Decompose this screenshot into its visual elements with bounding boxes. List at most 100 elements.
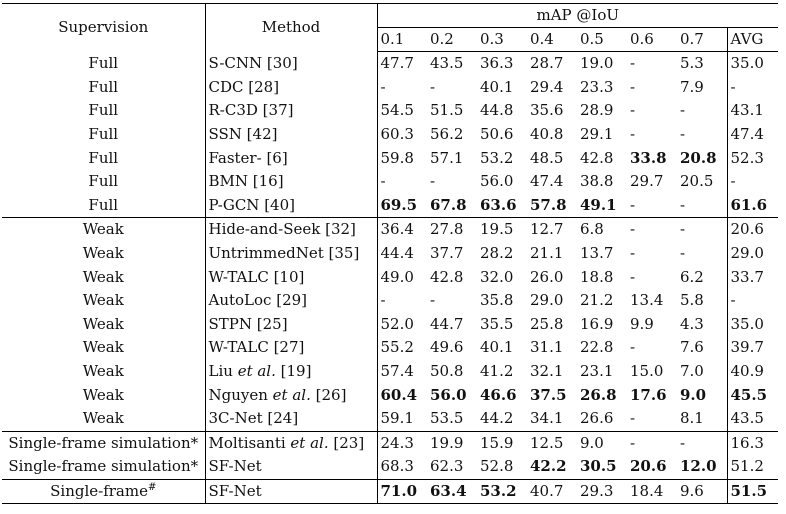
- value-cell: 53.5: [430, 409, 464, 428]
- value-cell: 51.2: [726, 455, 778, 480]
- value-cell: 7.0: [680, 362, 704, 381]
- method-cell: Nguyen et al. [26]: [205, 383, 378, 407]
- value-cell: 9.0: [577, 430, 627, 456]
- value-cell: -: [380, 291, 386, 310]
- value-cell: 17.6: [630, 385, 667, 404]
- supervision-cell: Full: [2, 122, 206, 147]
- value-cell: 19.5: [477, 217, 527, 242]
- value-cell: 51.5: [726, 478, 778, 505]
- value-cell: -: [680, 101, 686, 120]
- value-cell: 49.6: [430, 338, 464, 357]
- method-cell: Liu et al. [19]: [205, 359, 378, 384]
- table-row: Weak UntrimmedNet [35] 44.4 37.7 28.2 21.1 13.…: [2, 241, 778, 266]
- method-cell: SF-Net: [205, 455, 378, 480]
- value-cell: 20.5: [680, 172, 714, 191]
- value-cell: 50.8: [430, 362, 464, 381]
- value-cell: 25.8: [530, 314, 564, 333]
- header-threshold: 0.4: [527, 27, 577, 52]
- table-row: Weak W-TALC [27] 55.2 49.6 40.1 31.1 22.8- 7.6 3…: [2, 336, 778, 360]
- value-cell: -: [627, 430, 677, 456]
- value-cell: 29.7: [630, 172, 664, 191]
- value-cell: 23.3: [580, 77, 614, 96]
- value-cell: 29.1: [580, 125, 614, 144]
- value-cell: 5.3: [680, 54, 704, 73]
- value-cell: 22.8: [580, 338, 614, 357]
- value-cell: 18.4: [627, 478, 677, 505]
- table-row: Full CDC [28] - -40.1 29.4 23.3-7.9-: [2, 75, 778, 100]
- value-cell: 56.2: [430, 125, 464, 144]
- table-row: Single-frame# SF-Net 71.0 63.4 53.2 40.7 29.3 1…: [2, 478, 778, 505]
- value-cell: 42.8: [430, 267, 464, 286]
- value-cell: 35.0: [726, 312, 778, 337]
- value-cell: 59.1: [380, 409, 414, 428]
- value-cell: 43.5: [430, 54, 464, 73]
- table-row: Single-frame simulation* SF-Net 68.3 62.3 52…: [2, 455, 778, 480]
- supervision-cell: Full: [2, 75, 206, 100]
- value-cell: 12.5: [527, 430, 577, 456]
- value-cell: 44.2: [480, 409, 514, 428]
- value-cell: 18.8: [580, 267, 614, 286]
- value-cell: -: [430, 77, 436, 96]
- value-cell: 9.9: [630, 314, 654, 333]
- value-cell: -: [630, 195, 636, 214]
- value-cell: 51.5: [430, 101, 464, 120]
- value-cell: 37.5: [530, 385, 567, 404]
- method-cell: Hide-and-Seek [32]: [205, 217, 378, 242]
- value-cell: -: [630, 54, 636, 73]
- value-cell: 67.8: [430, 195, 467, 214]
- value-cell: 13.7: [580, 244, 614, 263]
- results-body: Full S-CNN [30] 47.7 43.5 36.3 28.7 19.0-5.3 35…: [2, 51, 778, 505]
- value-cell: 35.6: [530, 101, 564, 120]
- header-thresholds-row: 0.1 0.2 0.3 0.4 0.5 0.6 0.7 AVG: [2, 27, 778, 52]
- value-cell: 37.7: [430, 244, 464, 263]
- method-cell: S-CNN [30]: [205, 51, 378, 76]
- value-cell: 69.5: [380, 195, 418, 214]
- value-cell: 57.1: [430, 148, 464, 167]
- value-cell: 57.4: [380, 362, 414, 381]
- table-row: Full S-CNN [30] 47.7 43.5 36.3 28.7 19.0- 5.3 35…: [2, 51, 778, 76]
- header-metric: mAP @IoU: [377, 3, 778, 28]
- method-cell: W-TALC [10]: [205, 265, 378, 289]
- value-cell: -: [380, 172, 386, 191]
- value-cell: 40.7: [527, 478, 577, 505]
- value-cell: -: [630, 101, 636, 120]
- supervision-cell: Weak: [2, 288, 206, 313]
- value-cell: 21.1: [530, 244, 564, 263]
- value-cell: -: [726, 169, 778, 194]
- value-cell: 53.2: [477, 478, 527, 505]
- supervision-cell: Weak: [2, 336, 206, 360]
- method-cell: SF-Net: [205, 478, 378, 505]
- header-threshold: 0.3: [477, 27, 527, 52]
- value-cell: 46.6: [480, 385, 517, 404]
- supervision-cell: Full: [2, 146, 206, 170]
- value-cell: 9.6: [677, 478, 727, 505]
- value-cell: 47.7: [380, 54, 414, 73]
- supervision-cell: Weak: [2, 406, 206, 431]
- table-row: Full SSN [42] 60.3 56.2 50.6 40.8 29.1- -47.4: [2, 122, 778, 147]
- method-cell: UntrimmedNet [35]: [205, 241, 378, 266]
- header-threshold: 0.7: [677, 27, 727, 52]
- value-cell: 44.4: [380, 244, 414, 263]
- value-cell: 15.9: [477, 430, 527, 456]
- value-cell: -: [677, 217, 727, 242]
- supervision-cell: Full: [2, 169, 206, 194]
- method-cell: BMN [16]: [205, 169, 378, 194]
- value-cell: 7.6: [680, 338, 704, 357]
- value-cell: 49.1: [580, 195, 617, 214]
- value-cell: 29.3: [577, 478, 627, 505]
- value-cell: 23.1: [580, 362, 614, 381]
- value-cell: 20.6: [630, 457, 667, 476]
- supervision-cell: Full: [2, 51, 206, 76]
- value-cell: 12.0: [680, 457, 717, 476]
- value-cell: -: [380, 77, 386, 96]
- value-cell: 34.1: [530, 409, 564, 428]
- value-cell: 33.7: [726, 265, 778, 289]
- value-cell: -: [630, 77, 636, 96]
- supervision-cell: Weak: [2, 359, 206, 384]
- value-cell: 13.4: [630, 291, 664, 310]
- value-cell: -: [677, 430, 727, 456]
- value-cell: 36.4: [377, 217, 427, 242]
- header-threshold: 0.2: [427, 27, 477, 52]
- value-cell: 61.6: [726, 193, 778, 218]
